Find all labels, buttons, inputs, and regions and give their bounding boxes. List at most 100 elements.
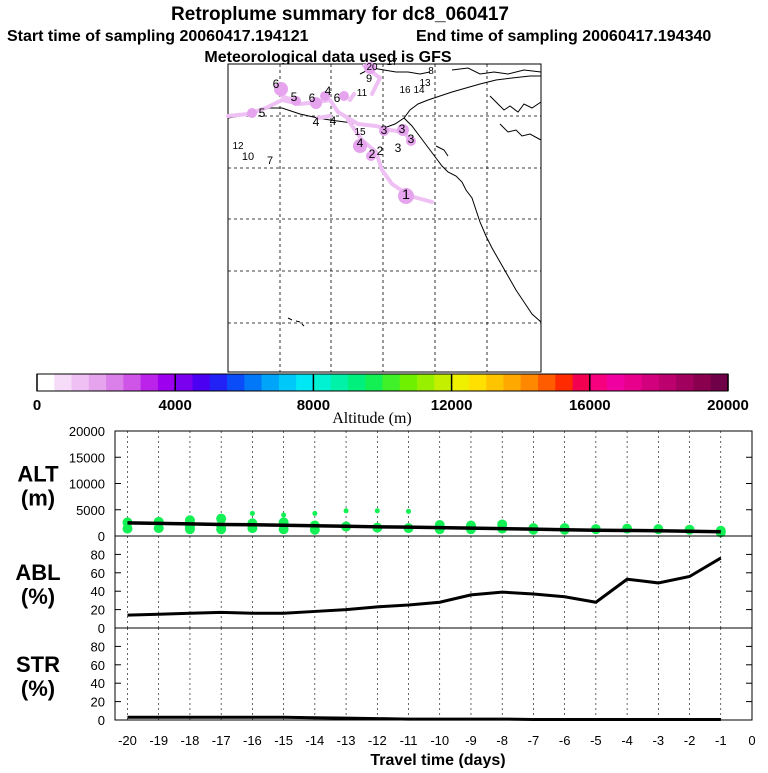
map-day-label: 17	[386, 57, 398, 68]
altitude-mean-line	[127, 521, 721, 534]
panel-ylabel-unit: (%)	[21, 676, 55, 701]
y-tick-label: 60	[91, 566, 105, 581]
altitude-point	[715, 527, 726, 538]
x-tick-label: -15	[274, 733, 293, 748]
x-tick-label: -5	[590, 733, 602, 748]
map-day-label: 3	[408, 132, 415, 146]
figure-title: Retroplume summary for dc8_060417	[171, 4, 509, 25]
start-time-label: Start time of sampling 20060417.194121	[7, 28, 309, 45]
abl-panel: 0 20 40 60 80 ABL(%)	[15, 535, 753, 636]
colorbar-swatch	[555, 374, 574, 391]
panel-ylabel: ALT	[17, 462, 59, 487]
y-tick-label: 40	[91, 676, 105, 691]
x-tick-label: -12	[368, 733, 387, 748]
colorbar-swatch	[192, 374, 211, 391]
map-day-label: 3	[399, 122, 406, 136]
map-day-label: 2	[377, 144, 384, 158]
x-tick-label: -10	[430, 733, 449, 748]
colorbar-swatch	[261, 374, 280, 391]
colorbar-swatch	[365, 374, 384, 391]
altitude-point	[374, 508, 380, 514]
x-tick-label: 0	[748, 733, 755, 748]
map-day-label: 11	[357, 88, 368, 99]
colorbar-swatch	[54, 374, 73, 391]
colorbar-swatch	[641, 374, 660, 391]
map-gridlines	[228, 64, 541, 372]
altitude-colorbar	[36, 373, 729, 392]
time-series-panels: 05000100001500020000ALT(m)020406080ABL(%…	[15, 424, 755, 748]
altitude-point	[216, 524, 227, 535]
colorbar-label: Altitude (m)	[332, 410, 412, 427]
colorbar-swatch	[468, 374, 487, 391]
alt-panel: 0 5000 10000 15000 20000 ALT(m)	[17, 424, 753, 544]
colorbar-swatch	[382, 374, 401, 391]
panel-frame	[114, 430, 753, 537]
colorbar-swatch	[520, 374, 539, 391]
map-day-label: 4	[330, 114, 337, 128]
y-tick-label: 20	[91, 603, 105, 618]
str-line	[127, 715, 721, 722]
colorbar-swatch	[175, 374, 194, 391]
x-tick-label: -9	[465, 733, 477, 748]
map-day-label: 15	[354, 127, 366, 138]
map-day-label: 13	[419, 78, 431, 89]
map-day-label: 10	[242, 151, 254, 163]
x-tick-label: -11	[400, 733, 418, 748]
x-tick-label: -16	[243, 733, 262, 748]
x-tick-label: -6	[559, 733, 571, 748]
x-tick-label: -19	[149, 733, 168, 748]
map-day-label: 16	[399, 85, 411, 96]
colorbar-swatch	[37, 374, 55, 391]
x-tick-label: -20	[118, 733, 137, 748]
met-data-label: Meteorological data used is GFS	[204, 49, 451, 66]
end-time-label: End time of sampling 20060417.194340	[416, 28, 711, 45]
altitude-point	[122, 523, 133, 534]
colorbar-swatch	[399, 374, 418, 391]
colorbar-swatch	[537, 374, 556, 391]
map-day-label: 3	[395, 141, 402, 155]
colorbar-swatch	[486, 374, 505, 391]
panel-ylabel: STR	[16, 652, 60, 677]
colorbar-swatch	[140, 374, 159, 391]
map-day-label: 12	[232, 141, 244, 152]
abl-line	[127, 556, 722, 617]
map-day-label: 2	[369, 147, 376, 161]
map-day-label: 6	[309, 91, 316, 105]
altitude-point	[312, 510, 318, 516]
colorbar-swatch	[157, 374, 176, 391]
altitude-point	[153, 523, 164, 534]
map-day-label: 5	[291, 90, 298, 104]
map-day-label: 6	[334, 91, 341, 105]
trajectory-blobs	[247, 62, 416, 204]
panel-ylabel-unit: (%)	[21, 584, 55, 609]
colorbar-swatch	[693, 374, 712, 391]
map-day-label: 14	[413, 85, 425, 96]
x-tick-label: -13	[337, 733, 356, 748]
altitude-point	[343, 508, 349, 514]
colorbar-swatch	[227, 374, 245, 391]
map-day-label: 1	[402, 186, 410, 202]
colorbar-swatch	[71, 374, 90, 391]
coastlines	[227, 67, 542, 327]
map-day-label: 5	[259, 106, 266, 120]
panel-ylabel: ABL	[15, 560, 60, 585]
altitude-point	[281, 512, 287, 518]
panel-ylabel-unit: (m)	[21, 486, 55, 511]
colorbar-swatch	[209, 374, 228, 391]
x-tick-label: -8	[496, 733, 508, 748]
x-tick-label: -7	[528, 733, 540, 748]
map-day-label: 9	[366, 73, 372, 85]
colorbar-swatch	[607, 374, 625, 391]
colorbar-swatch	[106, 374, 124, 391]
colorbar-swatch	[278, 374, 297, 391]
colorbar-swatch	[434, 374, 453, 391]
y-tick-label: 0	[98, 621, 105, 636]
y-tick-label: 0	[98, 529, 105, 544]
colorbar-swatch	[710, 374, 729, 391]
x-tick-label: -17	[212, 733, 231, 748]
colorbar-tick-label: 4000	[159, 397, 192, 414]
colorbar-tick-label: 12000	[431, 397, 473, 414]
colorbar-swatch	[417, 374, 435, 391]
